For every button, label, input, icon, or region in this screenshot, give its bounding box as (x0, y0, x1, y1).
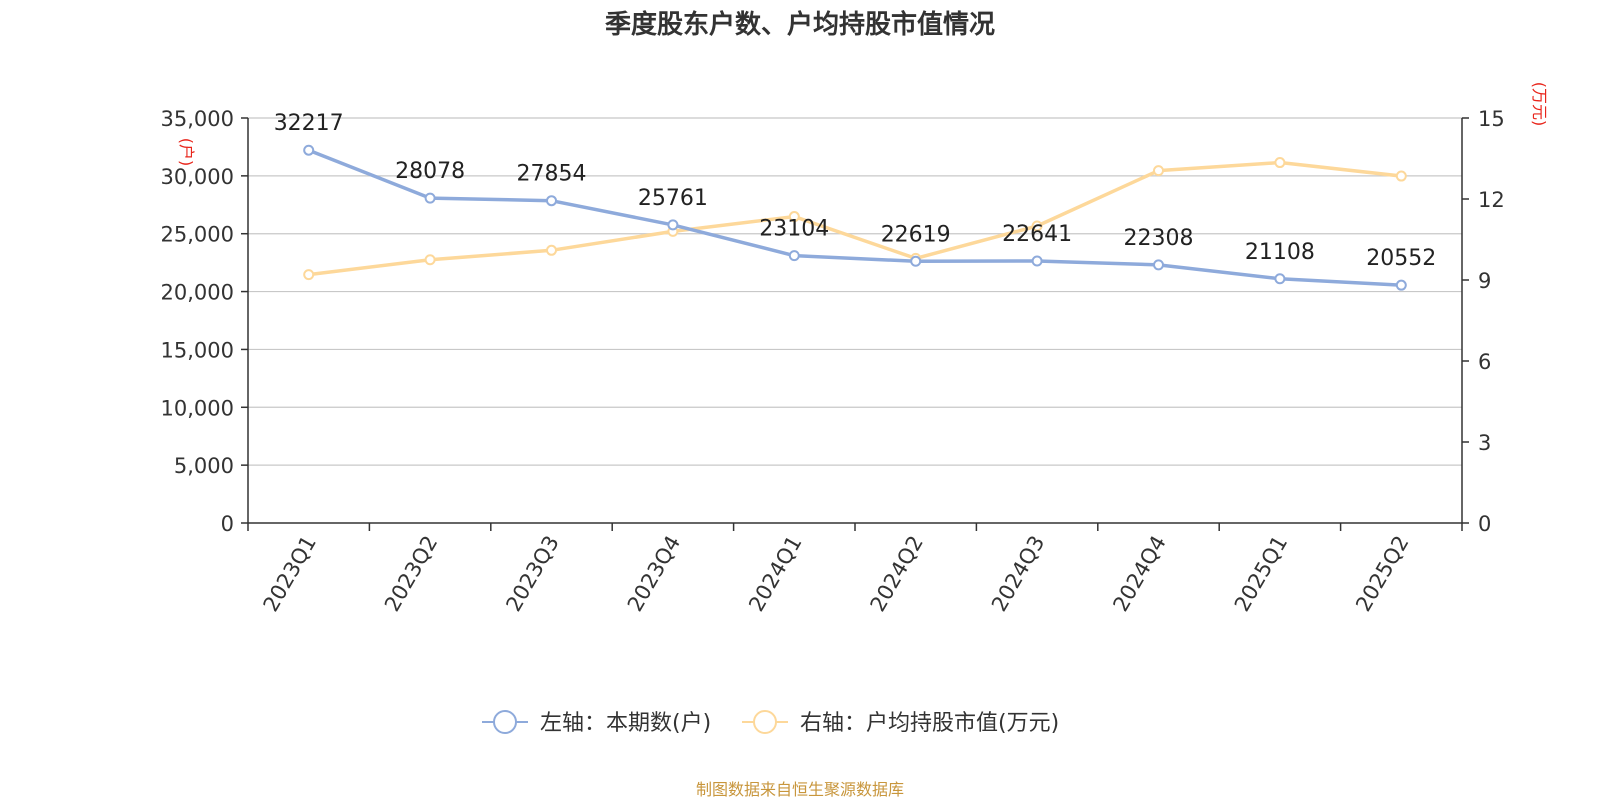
series-point-1 (1031, 220, 1043, 232)
x-tick-label: 2023Q4 (623, 532, 685, 616)
right-tick-label: 0 (1478, 512, 1491, 536)
right-tick-label: 6 (1478, 350, 1491, 374)
right-axis-unit: (万元) (1530, 82, 1549, 127)
data-label: 25761 (638, 186, 708, 211)
series-line-1 (308, 160, 1402, 277)
legend: 左轴：本期数(户) 右轴：户均持股市值(万元) (482, 710, 1059, 736)
legend-label-0: 左轴：本期数(户) (540, 711, 711, 736)
series-point-0 (667, 219, 679, 231)
left-tick-label: 30,000 (161, 165, 234, 189)
x-tick-label: 2025Q1 (1230, 532, 1292, 616)
series-point-1 (546, 244, 557, 256)
x-tick-label: 2023Q1 (259, 532, 321, 616)
series-point-1 (1153, 165, 1164, 177)
left-tick-label: 35,000 (161, 107, 234, 131)
series-point-1 (424, 254, 436, 266)
right-tick-label: 3 (1478, 431, 1491, 455)
grid (248, 117, 1462, 466)
x-tick-label: 2024Q2 (866, 532, 928, 616)
series-line-0 (308, 148, 1402, 287)
x-tick-label: 2024Q3 (987, 532, 1049, 616)
x-tick-label: 2024Q1 (744, 532, 806, 616)
right-tick-label: 15 (1478, 107, 1505, 131)
left-tick-label: 15,000 (161, 338, 234, 362)
data-label: 23104 (759, 217, 829, 242)
source-note: 制图数据来自恒生聚源数据库 (695, 780, 904, 799)
series-point-0 (1153, 259, 1164, 271)
data-label: 32217 (274, 111, 344, 136)
left-tick-label: 25,000 (161, 223, 234, 247)
left-tick-label: 10,000 (161, 396, 234, 420)
data-label: 22308 (1124, 226, 1194, 251)
series-point-0 (1274, 273, 1286, 285)
right-tick-label: 9 (1478, 269, 1491, 293)
left-axis-unit: (户) (177, 138, 196, 167)
legend-marker-0 (493, 710, 517, 734)
x-tick-label: 2024Q4 (1108, 532, 1170, 616)
series-point-0 (303, 144, 315, 156)
data-label: 21108 (1245, 240, 1315, 265)
data-label: 20552 (1366, 246, 1436, 271)
series-point-0 (1031, 255, 1043, 267)
series-point-0 (910, 255, 922, 267)
right-tick-label: 12 (1478, 188, 1505, 212)
chart-title: 季度股东户数、户均持股市值情况 (604, 10, 995, 40)
x-tick-label: 2023Q3 (501, 532, 563, 616)
left-tick-label: 0 (221, 512, 234, 536)
left-tick-label: 20,000 (161, 281, 234, 305)
series-point-1 (1395, 170, 1407, 182)
left-tick-label: 5,000 (174, 454, 234, 478)
series-point-1 (1274, 157, 1286, 169)
series-point-0 (1395, 279, 1407, 291)
data-label: 22619 (881, 222, 951, 247)
series-point-0 (546, 195, 557, 207)
axes: 0 5,000 10,000 15,000 20,000 25,000 30,000 35,0… (161, 82, 1549, 616)
series-layer: 32217 28078 27854 25761 23104 22619 22641 22308… (274, 111, 1436, 291)
data-label: 28078 (395, 159, 465, 184)
x-tick-label: 2025Q2 (1351, 532, 1413, 616)
x-tick-label: 2023Q2 (380, 532, 442, 616)
data-label: 27854 (517, 162, 587, 187)
series-point-1 (303, 269, 315, 281)
legend-label-1: 右轴：户均持股市值(万元) (800, 711, 1059, 736)
series-point-0 (424, 192, 436, 204)
legend-marker-1 (753, 710, 777, 734)
data-label: 22641 (1002, 222, 1072, 247)
series-point-1 (788, 211, 800, 223)
series-point-0 (788, 250, 800, 262)
